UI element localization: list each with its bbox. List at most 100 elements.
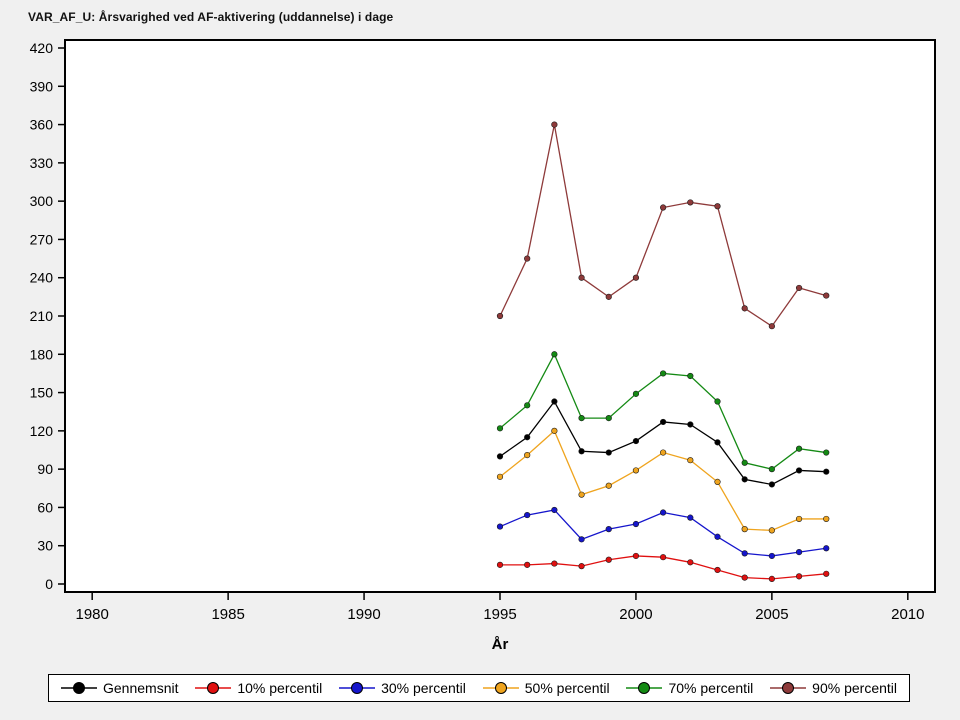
legend-item: 10% percentil xyxy=(195,680,322,696)
data-point xyxy=(524,402,531,409)
data-point xyxy=(795,467,803,474)
data-point xyxy=(496,453,504,460)
data-point xyxy=(795,548,803,556)
legend-item: Gennemsnit xyxy=(61,680,178,696)
y-tick-label: 210 xyxy=(30,308,54,324)
data-point xyxy=(714,398,721,405)
legend-label: Gennemsnit xyxy=(103,680,179,696)
data-point xyxy=(768,575,775,582)
data-point xyxy=(578,491,585,498)
data-point xyxy=(605,556,612,563)
data-point xyxy=(714,203,721,210)
x-tick-label: 2000 xyxy=(619,606,652,623)
data-point xyxy=(605,449,612,456)
legend-item: 30% percentil xyxy=(339,680,466,696)
y-tick-label: 270 xyxy=(30,231,54,247)
data-point xyxy=(687,199,694,206)
data-point xyxy=(578,414,585,422)
data-point xyxy=(714,439,721,446)
legend-marker-icon xyxy=(770,682,807,694)
data-point xyxy=(632,467,640,474)
data-point xyxy=(660,449,667,456)
x-tick-label: 1990 xyxy=(347,606,380,623)
chart-title: VAR_AF_U: Årsvarighed ved AF-aktivering … xyxy=(28,10,394,24)
data-point xyxy=(795,284,803,292)
data-point xyxy=(714,533,721,540)
data-point xyxy=(496,523,504,530)
data-point xyxy=(795,573,803,580)
data-point xyxy=(605,293,612,300)
data-point xyxy=(823,449,830,456)
y-tick-label: 390 xyxy=(30,78,54,94)
data-point xyxy=(551,398,558,405)
x-tick-label: 1995 xyxy=(483,606,516,623)
y-tick-label: 0 xyxy=(45,576,53,592)
data-point xyxy=(768,552,775,560)
y-tick-label: 240 xyxy=(30,270,54,286)
x-axis-label: År xyxy=(491,636,509,653)
y-tick-label: 90 xyxy=(37,461,53,477)
data-point xyxy=(578,274,585,281)
data-point xyxy=(741,305,748,312)
x-tick-label: 2010 xyxy=(891,606,924,623)
data-point xyxy=(632,552,640,560)
data-point xyxy=(605,526,612,533)
legend-item: 70% percentil xyxy=(626,680,753,696)
y-tick-label: 120 xyxy=(30,423,54,439)
data-point xyxy=(632,520,640,528)
data-point xyxy=(741,574,748,581)
data-point xyxy=(632,390,640,397)
data-point xyxy=(524,255,531,262)
y-tick-label: 300 xyxy=(30,193,54,209)
data-point xyxy=(496,473,504,480)
data-point xyxy=(687,421,694,428)
data-point xyxy=(524,452,531,459)
data-point xyxy=(714,478,721,486)
legend-marker-icon xyxy=(195,682,232,694)
data-point xyxy=(687,514,694,521)
legend-label: 10% percentil xyxy=(237,680,323,696)
y-tick-label: 30 xyxy=(37,538,53,554)
data-point xyxy=(768,466,775,473)
data-point xyxy=(524,434,531,441)
legend-label: 30% percentil xyxy=(381,680,466,696)
legend-marker-icon xyxy=(482,682,519,694)
y-tick-label: 60 xyxy=(37,499,53,515)
data-point xyxy=(687,372,694,380)
data-point xyxy=(605,482,612,489)
data-point xyxy=(741,550,748,557)
legend-marker-icon xyxy=(626,682,663,694)
legend-label: 70% percentil xyxy=(668,680,754,696)
data-point xyxy=(823,545,830,552)
data-point xyxy=(741,459,748,466)
data-point xyxy=(551,351,558,358)
legend: Gennemsnit 10% percentil 30% percentil 50% … xyxy=(48,674,910,702)
data-point xyxy=(795,445,803,452)
data-point xyxy=(632,437,640,445)
legend-label: 50% percentil xyxy=(524,680,610,696)
data-point xyxy=(632,274,640,281)
data-point xyxy=(551,506,558,514)
data-point xyxy=(660,204,667,211)
data-point xyxy=(768,481,775,488)
data-point xyxy=(741,526,748,533)
data-point xyxy=(524,511,531,519)
legend-item: 90% percentil xyxy=(770,680,897,696)
data-point xyxy=(551,560,558,567)
data-point xyxy=(768,527,775,534)
data-point xyxy=(578,563,585,570)
y-tick-label: 330 xyxy=(30,155,54,171)
data-point xyxy=(687,457,694,464)
chart-canvas: 0 30 60 90 120 150 180 210 240 270 300 330 360 390 420… xyxy=(30,39,936,623)
data-point xyxy=(687,559,694,566)
data-point xyxy=(823,570,830,577)
legend-marker-icon xyxy=(61,682,97,694)
data-point xyxy=(714,566,721,574)
data-point xyxy=(768,323,775,330)
x-tick-label: 1980 xyxy=(76,606,109,623)
data-point xyxy=(496,425,504,432)
data-point xyxy=(524,561,531,568)
data-point xyxy=(660,418,667,426)
data-point xyxy=(551,427,558,434)
